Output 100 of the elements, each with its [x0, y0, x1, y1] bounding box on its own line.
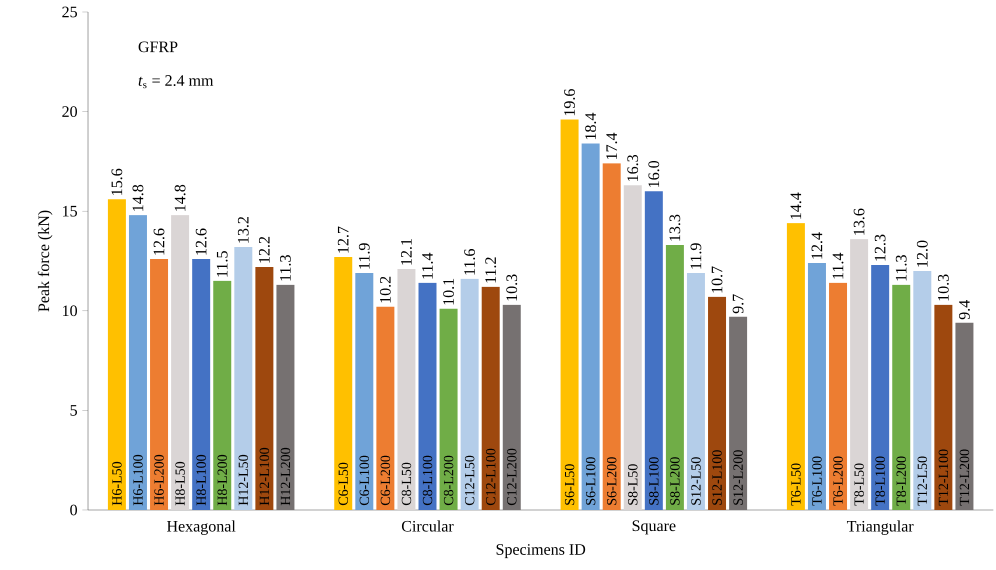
- x-tick-label: Square: [632, 520, 676, 534]
- x-tick-label: Circular: [402, 520, 454, 532]
- annotation: T12-L100: [938, 449, 948, 506]
- data-label: 10.3: [506, 274, 518, 300]
- y-tick-label: 0: [70, 504, 77, 516]
- data-label: 9.4: [959, 300, 970, 320]
- annotation: H8-L200: [218, 454, 227, 506]
- bar: [644, 191, 663, 510]
- data-label: 14.8: [174, 184, 186, 211]
- annotation: H6-L100: [133, 454, 143, 506]
- annotation: T6-L100: [812, 456, 822, 506]
- annotation: T6-L200: [833, 456, 843, 506]
- annotation: S8-L50: [628, 464, 638, 505]
- bar: [850, 239, 868, 510]
- annotation: S12-L50: [691, 457, 701, 505]
- bar: [440, 308, 458, 510]
- bar: [397, 268, 416, 510]
- data-label: 11.6: [464, 249, 476, 275]
- data-label: 9.7: [732, 294, 744, 314]
- annotation: S12-L200: [733, 450, 743, 505]
- data-label: 16.0: [648, 160, 660, 187]
- data-label: 11.5: [216, 251, 228, 277]
- y-tick-label: 20: [62, 106, 77, 117]
- bar: [150, 259, 168, 510]
- data-label: 10.1: [443, 278, 454, 304]
- data-label: 14.8: [132, 184, 144, 211]
- annotation: S6-L200: [606, 457, 616, 505]
- y-tick-label: 10: [63, 305, 77, 316]
- bar: [276, 284, 294, 510]
- annotation: T8-L200: [896, 456, 906, 506]
- bar: [624, 185, 642, 510]
- bar: [482, 286, 500, 510]
- data-label: 10.7: [712, 266, 722, 293]
- data-label: 12.6: [154, 228, 164, 255]
- annotation: C8-L200: [444, 456, 454, 506]
- annotation: C8-L50: [402, 462, 412, 506]
- annotation: H6-L50: [112, 462, 122, 506]
- x-tick-label: Triangular: [846, 520, 914, 535]
- annotation: C6-L50: [338, 462, 348, 506]
- bar: [871, 264, 890, 510]
- annotation: t$_{s}$ = 2.4 mm: [138, 75, 214, 88]
- data-label: 13.3: [669, 214, 680, 241]
- annotation: H12-L100: [260, 448, 270, 506]
- annotation: S8-L100: [649, 457, 659, 505]
- bar: [955, 322, 974, 510]
- data-label: 11.3: [896, 255, 907, 281]
- annotation: S12-L100: [712, 450, 722, 505]
- bar: [213, 280, 232, 510]
- bar: [829, 282, 848, 510]
- bar: [108, 199, 126, 510]
- annotation: H8-L100: [196, 454, 206, 506]
- bar: [560, 120, 579, 510]
- annotation: H12-L200: [280, 448, 290, 506]
- bar: [729, 316, 748, 510]
- data-label: 14.4: [790, 192, 802, 219]
- annotation: H6-L200: [154, 454, 164, 506]
- annotation: T8-L100: [875, 456, 885, 506]
- y-tick-label: 5: [70, 405, 77, 416]
- bar: [934, 304, 952, 510]
- bar: [460, 278, 479, 510]
- bar: [686, 272, 705, 510]
- data-label: 12.4: [812, 232, 822, 259]
- y-axis-title: Peak force (kN): [38, 210, 52, 312]
- bar: [192, 259, 210, 510]
- bar: [913, 270, 932, 510]
- annotation: T6-L50: [791, 463, 801, 506]
- data-label: 10.2: [380, 276, 391, 302]
- bar: [502, 304, 521, 510]
- data-label: 19.6: [564, 89, 575, 116]
- data-label: 18.4: [585, 112, 596, 140]
- data-label: 11.4: [422, 252, 433, 279]
- data-label: 11.4: [832, 252, 844, 279]
- annotation: H12-L50: [238, 454, 248, 506]
- annotation: T8-L50: [854, 463, 864, 506]
- annotation: S8-L200: [670, 457, 680, 505]
- annotation: C12-L50: [464, 456, 474, 506]
- x-tick-label: Hexagonal: [166, 520, 236, 535]
- data-label: 16.3: [627, 154, 638, 181]
- data-label: 11.9: [690, 243, 702, 269]
- bar: [334, 257, 352, 510]
- annotation: C12-L100: [486, 448, 496, 506]
- annotation: S6-L50: [564, 464, 574, 505]
- bar: [418, 282, 436, 510]
- data-label: 17.4: [606, 132, 618, 160]
- bar: [234, 247, 252, 510]
- bar: [376, 306, 394, 510]
- data-label: 12.2: [258, 236, 270, 263]
- y-tick-label: 25: [62, 6, 77, 18]
- data-label: 11.2: [485, 257, 496, 283]
- data-label: 11.9: [358, 243, 370, 269]
- annotation: C6-L100: [360, 456, 370, 506]
- bar: [708, 296, 726, 510]
- annotation: T12-L50: [918, 456, 928, 506]
- data-label: 13.2: [238, 217, 249, 243]
- annotation: C12-L200: [507, 448, 517, 506]
- bar: [808, 262, 826, 510]
- data-label: 12.0: [916, 240, 928, 267]
- data-label: 12.1: [401, 238, 412, 265]
- annotation: H8-L50: [175, 462, 185, 506]
- y-tick-label: 15: [63, 206, 77, 217]
